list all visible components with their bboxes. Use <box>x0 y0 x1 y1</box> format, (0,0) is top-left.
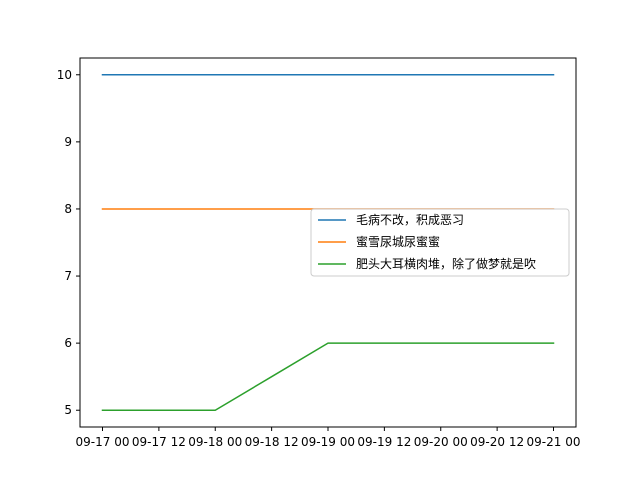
x-tick-label: 09-19 12 <box>357 435 411 449</box>
x-tick-label: 09-21 00 <box>527 435 581 449</box>
y-tick-label: 10 <box>57 68 72 82</box>
series-line-3 <box>101 342 555 411</box>
x-tick-label: 09-17 12 <box>132 435 186 449</box>
y-tick-label: 9 <box>64 135 72 149</box>
y-tick-label: 7 <box>64 269 72 283</box>
y-tick-label: 6 <box>64 336 72 350</box>
x-tick-label: 09-20 12 <box>470 435 524 449</box>
x-tick-label: 09-18 12 <box>245 435 299 449</box>
legend-label-3: 肥头大耳横肉堆，除了做梦就是吹 <box>356 256 536 271</box>
y-tick-label: 8 <box>64 202 72 216</box>
x-tick-label: 09-18 00 <box>188 435 242 449</box>
legend-box <box>310 208 570 277</box>
x-axis: 09-17 00 09-17 12 09-18 00 09-18 12 09-19 00… <box>76 427 581 449</box>
x-tick-label: 09-20 00 <box>414 435 468 449</box>
y-axis: 5 6 7 8 9 10 <box>57 68 80 417</box>
legend: 毛病不改，积成恶习 蜜雪尿城尿蜜蜜 肥头大耳横肉堆，除了做梦就是吹 <box>310 208 570 277</box>
y-tick-label: 5 <box>64 403 72 417</box>
x-tick-label: 09-19 00 <box>301 435 355 449</box>
legend-label-2: 蜜雪尿城尿蜜蜜 <box>356 234 440 249</box>
legend-label-1: 毛病不改，积成恶习 <box>356 212 464 227</box>
x-tick-label: 09-17 00 <box>76 435 130 449</box>
